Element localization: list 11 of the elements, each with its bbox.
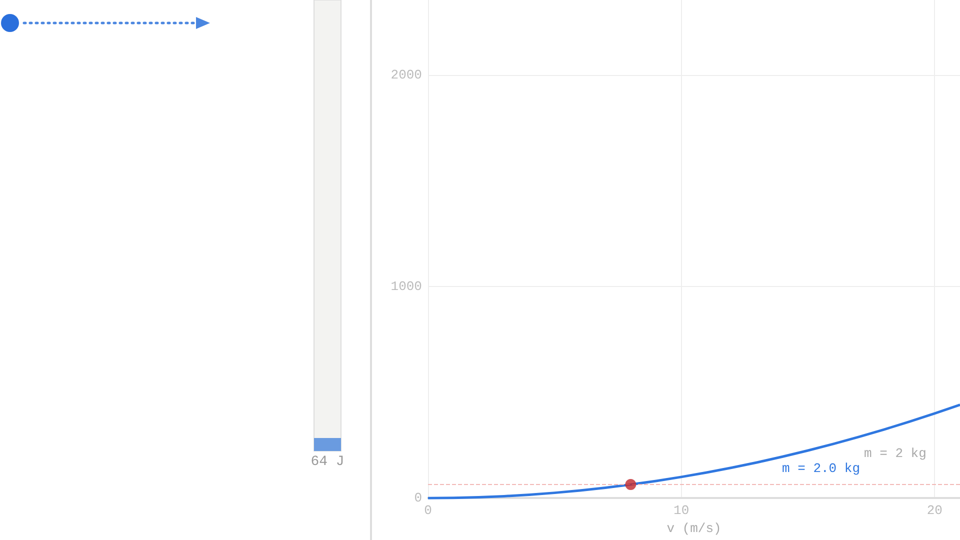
annotation: m = 2 kg	[864, 446, 926, 461]
x-tick-label: 0	[424, 503, 432, 518]
y-tick-label: 2000	[390, 67, 422, 82]
data-label: 64 J	[310, 454, 344, 470]
x-axis-title: v (m/s)	[666, 521, 722, 536]
y-tick-label: 1000	[390, 279, 422, 294]
x-tick-label: 20	[926, 503, 942, 518]
annotation: m = 2.0 kg	[782, 461, 860, 476]
x-tick-label: 10	[674, 503, 690, 518]
line-series	[426, 404, 960, 500]
y-tick-label: 0	[414, 490, 422, 506]
